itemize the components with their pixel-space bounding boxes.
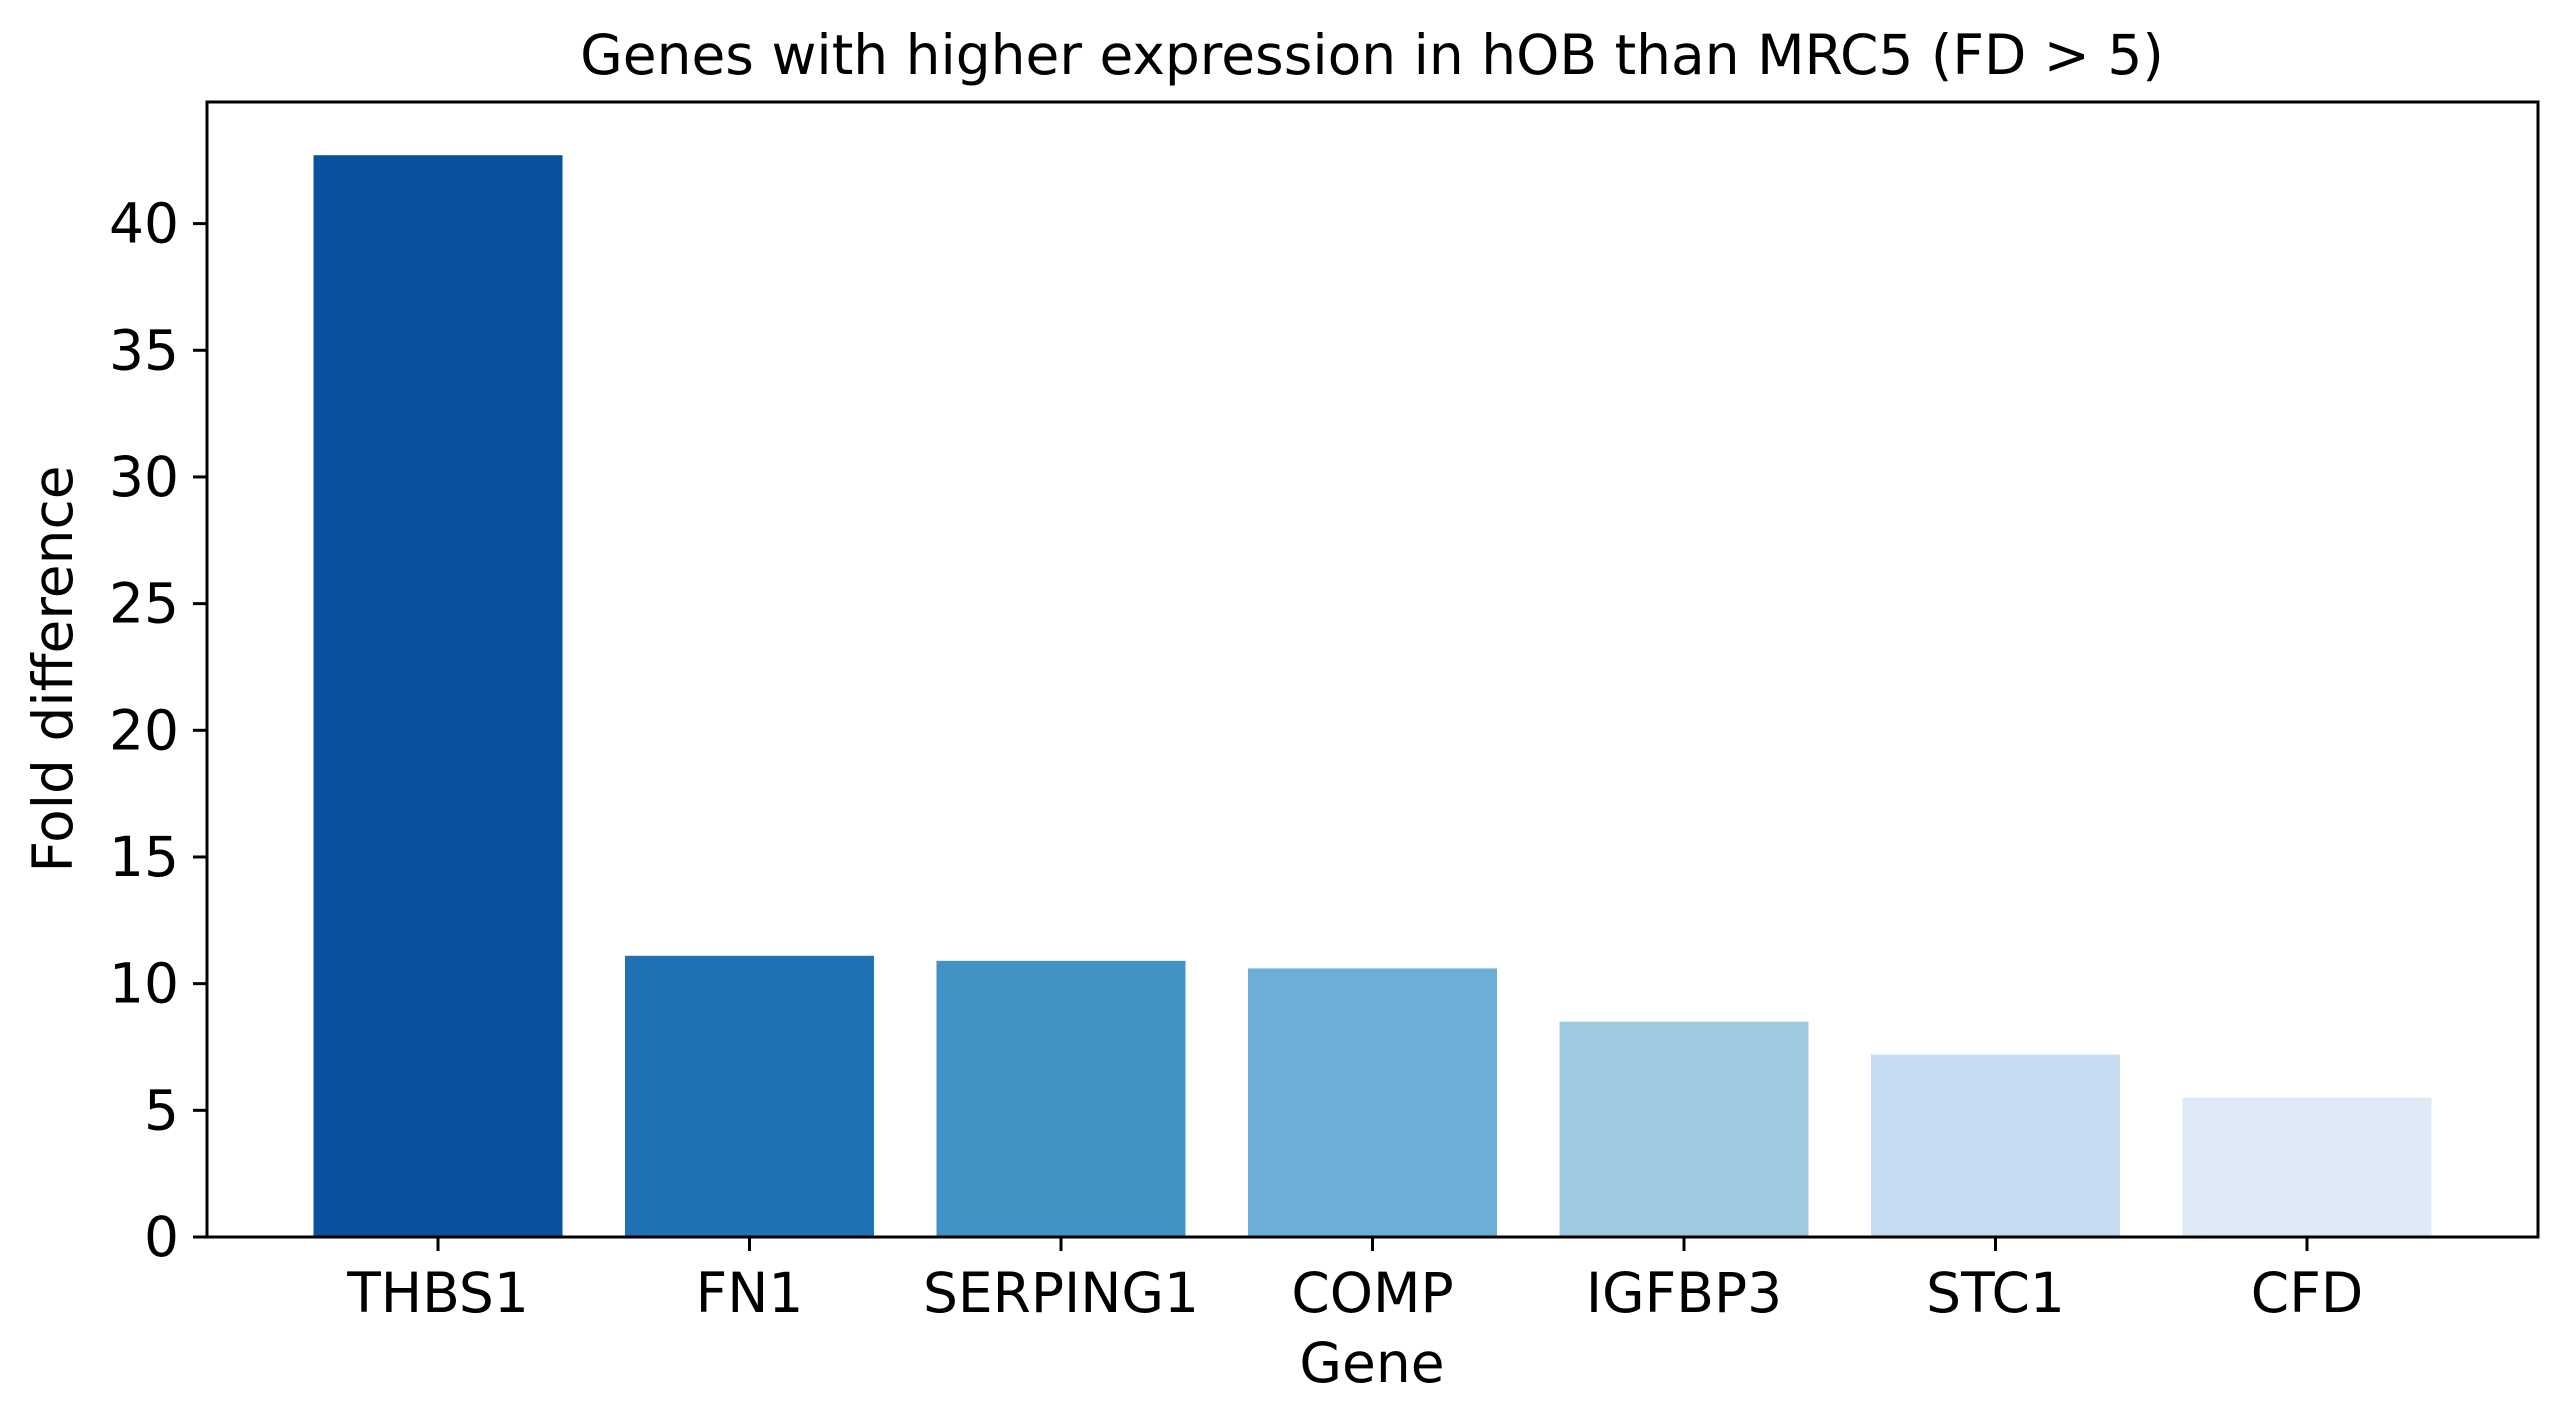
y-tick-label: 30 xyxy=(109,445,179,509)
x-tick-label: SERPING1 xyxy=(923,1261,1199,1325)
bar-comp xyxy=(1248,968,1497,1237)
y-tick-label: 5 xyxy=(144,1078,179,1142)
y-axis-label: Fold difference xyxy=(21,465,85,872)
x-tick-label: COMP xyxy=(1291,1261,1453,1325)
y-tick-label: 25 xyxy=(109,572,179,636)
x-tick-label: CFD xyxy=(2251,1261,2363,1325)
bar-fn1 xyxy=(625,955,874,1237)
bars-layer xyxy=(313,155,2432,1237)
y-tick-label: 10 xyxy=(109,952,179,1016)
x-tick-label: IGFBP3 xyxy=(1586,1261,1782,1325)
x-axis-label: Gene xyxy=(1299,1331,1444,1395)
y-tick-label: 35 xyxy=(109,318,179,382)
y-tick-label: 40 xyxy=(109,192,179,256)
bar-stc1 xyxy=(1871,1054,2120,1237)
y-tick-label: 15 xyxy=(109,825,179,889)
x-axis: THBS1 FN1 SERPING1 COMP IGFBP3 STC1 CFD xyxy=(346,1237,2363,1325)
bar-cfd xyxy=(2182,1097,2432,1237)
x-tick-label: THBS1 xyxy=(346,1261,529,1325)
y-tick-label: 0 xyxy=(144,1205,179,1269)
x-tick-label: STC1 xyxy=(1926,1261,2065,1325)
y-axis: 0 5 10 15 20 25 30 35 40 xyxy=(109,192,207,1269)
plot-frame xyxy=(205,100,2540,1239)
bar-thbs1 xyxy=(313,155,563,1237)
bar-serping1 xyxy=(936,960,1186,1237)
x-tick-label: FN1 xyxy=(696,1261,804,1325)
chart-title: Genes with higher expression in hOB than… xyxy=(580,23,2164,87)
bar-igfbp3 xyxy=(1559,1021,1809,1237)
y-tick-label: 20 xyxy=(109,698,179,762)
